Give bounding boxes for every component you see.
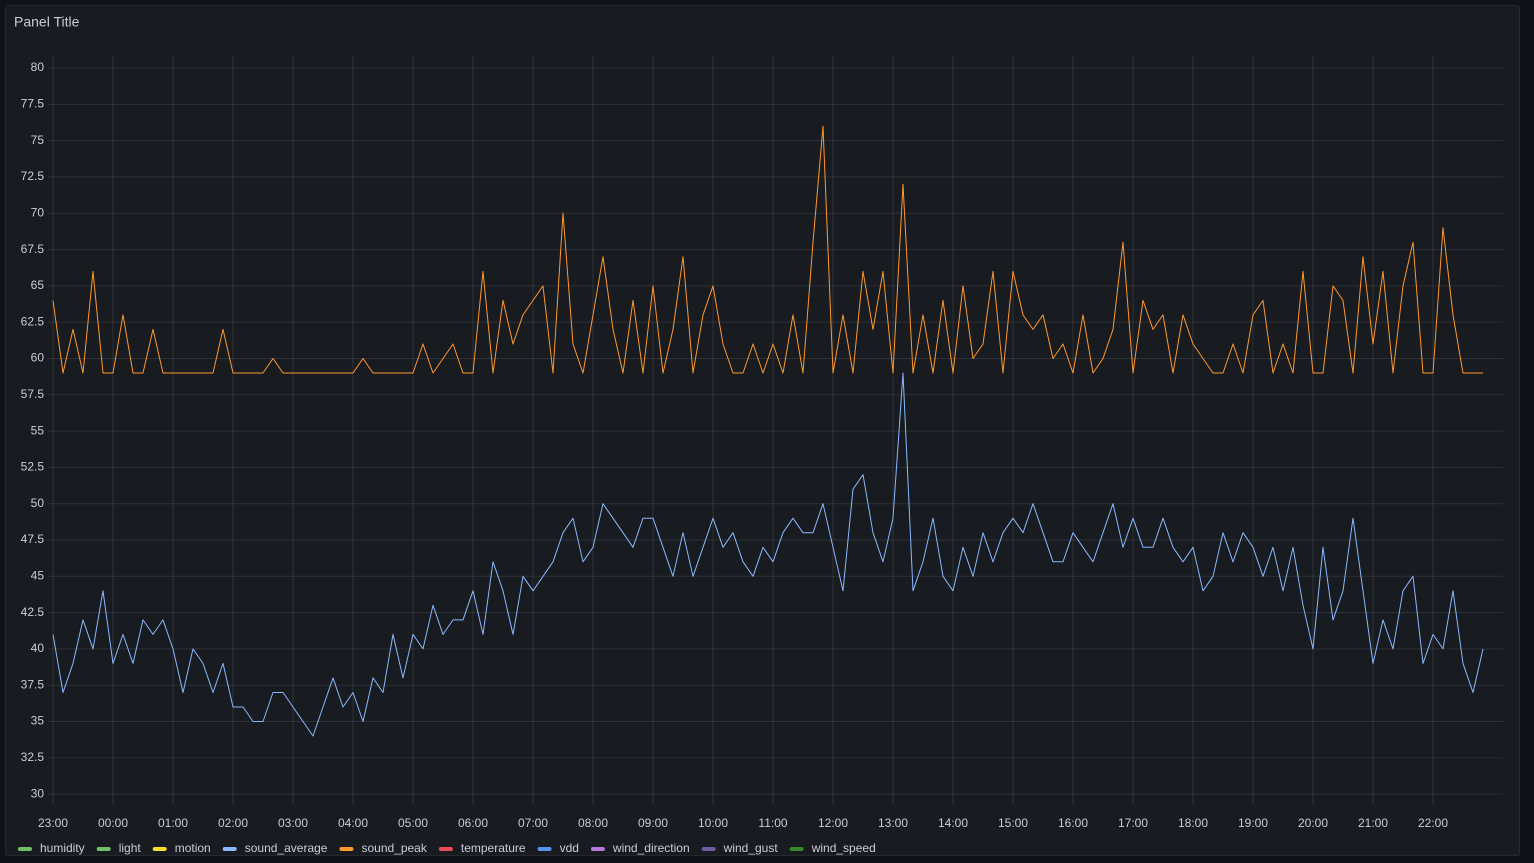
x-tick-label: 04:00 — [338, 816, 368, 830]
x-tick-label: 03:00 — [278, 816, 308, 830]
legend-label: vdd — [560, 841, 579, 855]
y-tick-label: 65 — [31, 278, 45, 292]
legend-swatch — [18, 847, 32, 851]
y-tick-label: 42.5 — [21, 605, 45, 619]
x-tick-label: 07:00 — [518, 816, 548, 830]
y-tick-label: 70 — [31, 205, 45, 219]
legend-label: motion — [175, 841, 211, 855]
series-line — [52, 372, 1484, 737]
x-tick-label: 22:00 — [1418, 816, 1448, 830]
x-tick-label: 10:00 — [698, 816, 728, 830]
x-tick-label: 00:00 — [98, 816, 128, 830]
y-tick-label: 30 — [31, 786, 45, 800]
legend-label: temperature — [461, 841, 526, 855]
legend-label: wind_direction — [612, 841, 690, 855]
x-tick-label: 02:00 — [218, 816, 248, 830]
x-tick-label: 16:00 — [1058, 816, 1088, 830]
legend-swatch — [96, 847, 111, 851]
x-tick-label: 14:00 — [938, 816, 968, 830]
y-tick-label: 32.5 — [21, 750, 45, 764]
legend-swatch — [152, 847, 167, 851]
legend-label: wind_speed — [811, 841, 876, 855]
y-tick-label: 67.5 — [21, 242, 45, 256]
legend-swatch — [339, 847, 354, 851]
legend-label: light — [119, 841, 142, 855]
legend-swatch — [701, 847, 716, 851]
x-tick-label: 19:00 — [1238, 816, 1268, 830]
legend-swatch — [537, 847, 552, 851]
y-tick-label: 60 — [31, 351, 45, 365]
x-tick-label: 12:00 — [818, 816, 848, 830]
legend-label: sound_peak — [361, 841, 427, 855]
x-tick-label: 08:00 — [578, 816, 608, 830]
x-tick-label: 09:00 — [638, 816, 668, 830]
y-tick-label: 37.5 — [21, 677, 45, 691]
x-tick-label: 06:00 — [458, 816, 488, 830]
legend-label: sound_average — [245, 841, 328, 855]
y-tick-label: 57.5 — [21, 387, 45, 401]
panel-title: Panel Title — [14, 14, 80, 30]
legend-swatch — [438, 847, 453, 851]
y-tick-label: 77.5 — [21, 97, 45, 111]
y-tick-label: 62.5 — [21, 314, 45, 328]
legend-swatch — [590, 847, 605, 851]
x-tick-label: 01:00 — [158, 816, 188, 830]
legend-label: humidity — [40, 841, 85, 855]
y-tick-label: 35 — [31, 714, 45, 728]
y-tick-label: 75 — [31, 133, 45, 147]
x-tick-label: 13:00 — [878, 816, 908, 830]
panel-frame — [5, 5, 1520, 856]
y-tick-label: 45 — [31, 568, 45, 582]
x-tick-label: 23:00 — [38, 816, 68, 830]
legend-swatch — [789, 847, 804, 851]
x-tick-label: 21:00 — [1358, 816, 1388, 830]
x-tick-label: 11:00 — [758, 816, 787, 830]
y-tick-label: 47.5 — [21, 532, 45, 546]
y-tick-label: 50 — [31, 496, 45, 510]
x-tick-label: 18:00 — [1178, 816, 1208, 830]
y-tick-label: 52.5 — [21, 460, 45, 474]
y-tick-label: 55 — [31, 423, 45, 437]
y-tick-label: 80 — [31, 60, 45, 74]
legend-label: wind_gust — [723, 841, 779, 855]
y-tick-label: 40 — [31, 641, 45, 655]
x-tick-label: 17:00 — [1118, 816, 1148, 830]
x-tick-label: 05:00 — [398, 816, 428, 830]
x-tick-label: 15:00 — [998, 816, 1028, 830]
x-tick-label: 20:00 — [1298, 816, 1328, 830]
y-tick-label: 72.5 — [21, 169, 45, 183]
series-line — [52, 125, 1483, 374]
legend-swatch — [222, 847, 237, 851]
